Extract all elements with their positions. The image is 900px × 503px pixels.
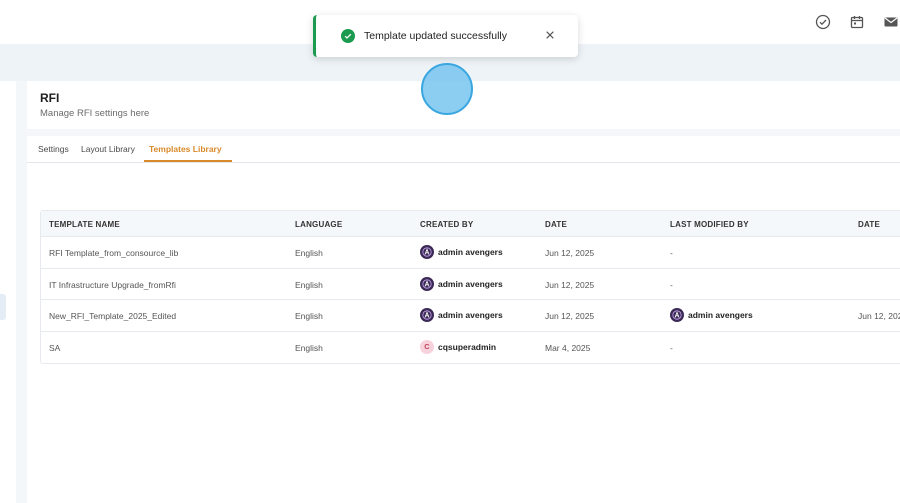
- cursor-highlight: [421, 63, 473, 115]
- column-header-language[interactable]: LANGUAGE: [295, 220, 343, 229]
- created-by-user: admin avengers: [420, 308, 503, 322]
- success-toast: Template updated successfully: [313, 15, 578, 57]
- template-name[interactable]: SA: [49, 342, 61, 353]
- template-name[interactable]: New_RFI_Template_2025_Edited: [49, 311, 177, 321]
- toast-message: Template updated successfully: [364, 30, 507, 42]
- table-row[interactable]: SA English C cqsuperadmin Mar 4, 2025 -: [41, 332, 900, 364]
- left-sidebar: [0, 81, 16, 503]
- close-icon[interactable]: [544, 29, 556, 41]
- user-name: admin avengers: [438, 247, 503, 257]
- page-title: RFI: [40, 91, 60, 105]
- check-circle-icon[interactable]: [814, 13, 832, 31]
- active-tab-indicator: [144, 160, 232, 162]
- template-language: English: [295, 311, 323, 321]
- tab-settings[interactable]: Settings: [38, 144, 69, 154]
- last-modified-by: -: [670, 279, 673, 290]
- created-by-user: C cqsuperadmin: [420, 339, 497, 354]
- user-name: cqsuperadmin: [438, 341, 497, 352]
- column-header-modified-date[interactable]: DATE: [858, 220, 880, 229]
- user-name: admin avengers: [438, 278, 503, 289]
- last-modified-by: -: [670, 248, 673, 258]
- table-header: TEMPLATE NAME LANGUAGE CREATED BY DATE L…: [41, 211, 900, 237]
- last-modified-by-user: admin avengers: [670, 308, 753, 322]
- user-name: admin avengers: [688, 310, 753, 320]
- avatar: C: [420, 339, 434, 354]
- modified-date: Jun 12, 202: [858, 311, 900, 321]
- page-subtitle: Manage RFI settings here: [40, 108, 150, 119]
- template-language: English: [295, 279, 323, 290]
- table-row[interactable]: RFI Template_from_consource_lib English …: [41, 237, 900, 269]
- avatar: [420, 276, 434, 291]
- table-row[interactable]: New_RFI_Template_2025_Edited English adm…: [41, 300, 900, 332]
- template-language: English: [295, 342, 323, 353]
- avatar: [670, 308, 684, 322]
- avatar: [420, 245, 434, 259]
- column-header-template-name[interactable]: TEMPLATE NAME: [49, 220, 120, 229]
- column-header-created-by[interactable]: CREATED BY: [420, 220, 474, 229]
- templates-table: TEMPLATE NAME LANGUAGE CREATED BY DATE L…: [40, 210, 900, 364]
- template-name[interactable]: IT Infrastructure Upgrade_fromRfi: [49, 279, 176, 290]
- tab-layout-library[interactable]: Layout Library: [81, 144, 135, 154]
- content-card: Settings Layout Library Templates Librar…: [27, 136, 900, 503]
- template-date: Jun 12, 2025: [545, 311, 595, 321]
- template-language: English: [295, 248, 323, 258]
- calendar-icon[interactable]: [848, 13, 866, 31]
- tab-bar: Settings Layout Library Templates Librar…: [27, 136, 900, 163]
- created-by-user: admin avengers: [420, 245, 503, 259]
- template-date: Jun 12, 2025: [545, 279, 595, 290]
- template-date: Mar 4, 2025: [545, 342, 591, 353]
- created-by-user: admin avengers: [420, 276, 503, 291]
- template-name[interactable]: RFI Template_from_consource_lib: [49, 248, 179, 258]
- column-header-last-modified-by[interactable]: LAST MODIFIED BY: [670, 220, 749, 229]
- sidebar-active-marker[interactable]: [0, 294, 6, 320]
- last-modified-by: -: [670, 342, 673, 353]
- table-row[interactable]: IT Infrastructure Upgrade_fromRfi Englis…: [41, 269, 900, 300]
- column-header-date[interactable]: DATE: [545, 220, 567, 229]
- avatar: [420, 308, 434, 322]
- success-check-icon: [341, 29, 355, 43]
- mail-icon[interactable]: [882, 13, 900, 31]
- user-name: admin avengers: [438, 310, 503, 320]
- header-actions: [814, 12, 900, 32]
- template-date: Jun 12, 2025: [545, 248, 595, 258]
- tab-templates-library[interactable]: Templates Library: [149, 144, 222, 154]
